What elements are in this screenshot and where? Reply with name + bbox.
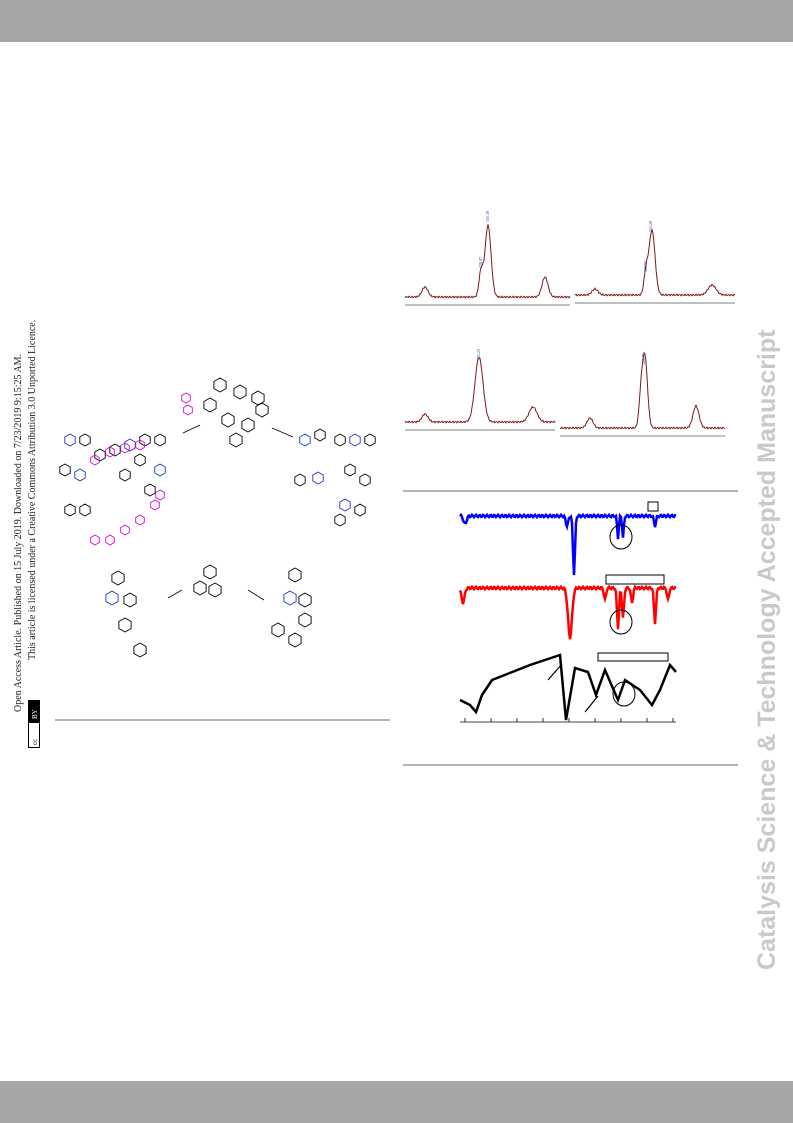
ring [183, 404, 193, 416]
ring [79, 503, 91, 517]
ring [334, 433, 346, 447]
ring [359, 473, 371, 487]
ir-spectrum [458, 584, 677, 640]
highlight-box [605, 574, 665, 585]
ring [119, 468, 131, 482]
ring [241, 417, 255, 433]
ring [109, 443, 121, 457]
sidebar: Open Access Article. Published on 15 Jul… [13, 320, 40, 748]
ring [203, 397, 217, 413]
ring [118, 617, 132, 633]
licence-text: This article is licensed under a Creativ… [27, 320, 38, 660]
ring [349, 433, 361, 447]
peak-label: 131.23 [476, 349, 481, 360]
peak-label: 131.28 [648, 221, 653, 232]
ring [354, 503, 366, 517]
ir-spectrum [459, 512, 677, 576]
ring [64, 433, 76, 447]
ring [139, 433, 151, 447]
ring [144, 483, 156, 497]
ring [229, 432, 243, 448]
nmr-spectrum [574, 228, 736, 297]
ring [255, 402, 269, 418]
ring [233, 384, 247, 400]
ring [90, 454, 100, 466]
arrow [167, 424, 294, 601]
ir-spectrum [459, 653, 677, 721]
ring [105, 446, 115, 458]
footer-bar [0, 1081, 793, 1123]
watermark: Catalysis Science & Technology Accepted … [753, 329, 781, 970]
ring [134, 453, 146, 467]
ring [283, 590, 297, 606]
cc-text: cc [31, 739, 39, 745]
highlight-ellipse [609, 609, 633, 635]
ring [79, 433, 91, 447]
ring [298, 612, 312, 628]
ring [193, 580, 207, 596]
ring [123, 592, 137, 608]
ring [294, 473, 306, 487]
ring [74, 468, 86, 482]
ring [90, 534, 100, 546]
ring [288, 567, 302, 583]
by-text: BY [31, 709, 39, 719]
ring [344, 463, 356, 477]
ring [111, 570, 125, 586]
open-access-text: Open Access Article. Published on 15 Jul… [13, 354, 24, 712]
highlight-box [597, 652, 669, 662]
ring [94, 448, 106, 462]
ring [208, 582, 222, 598]
ring [298, 592, 312, 608]
header-bar [0, 0, 793, 42]
peak-label: 129.79 [641, 354, 646, 365]
highlight-box [647, 501, 659, 512]
peak-label: 128.47 [478, 257, 483, 268]
ring [213, 377, 227, 393]
figures: 128.47 131.18 128.90 131.28 131.23 129.79 [59, 211, 736, 723]
ring [314, 428, 326, 442]
ring [154, 433, 166, 447]
ring [221, 412, 235, 428]
ring [155, 489, 165, 501]
ring [59, 463, 71, 477]
nmr-spectrum [404, 357, 556, 424]
ring [181, 392, 191, 404]
ring [271, 622, 285, 638]
ring [312, 471, 324, 485]
highlight-ellipse [609, 524, 633, 550]
ring [334, 513, 346, 527]
ring [150, 499, 160, 511]
cc-badge-inner [29, 723, 39, 747]
ring [120, 442, 130, 454]
ring [135, 439, 145, 451]
ring [64, 503, 76, 517]
ring [124, 438, 136, 452]
ring [105, 534, 115, 546]
ring [135, 514, 145, 526]
nmr-spectrum [559, 351, 726, 430]
peak-label: 128.90 [643, 261, 648, 272]
ring [154, 463, 166, 477]
peak-label: 131.18 [485, 211, 490, 222]
ring [120, 524, 130, 536]
highlight-ellipse [612, 681, 636, 707]
nmr-spectrum [404, 224, 571, 299]
ring [203, 564, 217, 580]
ring [133, 642, 147, 658]
ring [299, 433, 311, 447]
ring [288, 632, 302, 648]
arrow [547, 663, 599, 713]
ring [105, 590, 119, 606]
ring [364, 433, 376, 447]
ring [339, 498, 351, 512]
